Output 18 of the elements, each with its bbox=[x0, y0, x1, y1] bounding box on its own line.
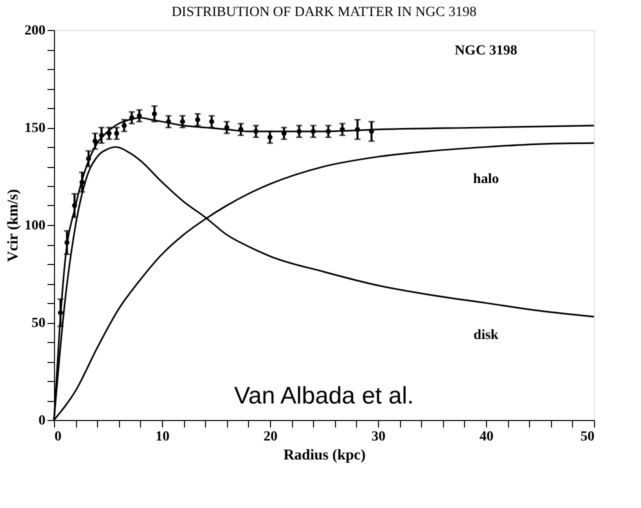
y-axis-title: Vcir (km/s) bbox=[6, 189, 22, 262]
y-tick-label: 0 bbox=[38, 414, 46, 428]
chart-title: DISTRIBUTION OF DARK MATTER IN NGC 3198 bbox=[172, 5, 476, 20]
y-tick-label: 200 bbox=[24, 24, 46, 38]
x-tick-label: 0 bbox=[54, 430, 62, 444]
series-label: disk bbox=[474, 328, 499, 343]
y-tick-label: 50 bbox=[32, 316, 46, 331]
x-tick-label: 20 bbox=[264, 430, 278, 444]
annotation: NGC 3198 bbox=[454, 43, 518, 58]
x-tick-label: 10 bbox=[156, 430, 170, 444]
series-label: halo bbox=[473, 172, 499, 187]
x-tick-label: 30 bbox=[372, 430, 386, 444]
x-axis-title: Radius (kpc) bbox=[283, 448, 366, 464]
x-tick-label: 50 bbox=[580, 430, 594, 444]
y-tick-label: 150 bbox=[24, 121, 46, 136]
y-tick-label: 100 bbox=[24, 218, 46, 234]
annotation: Van Albada et al. bbox=[234, 382, 414, 410]
x-tick-label: 40 bbox=[480, 430, 494, 444]
